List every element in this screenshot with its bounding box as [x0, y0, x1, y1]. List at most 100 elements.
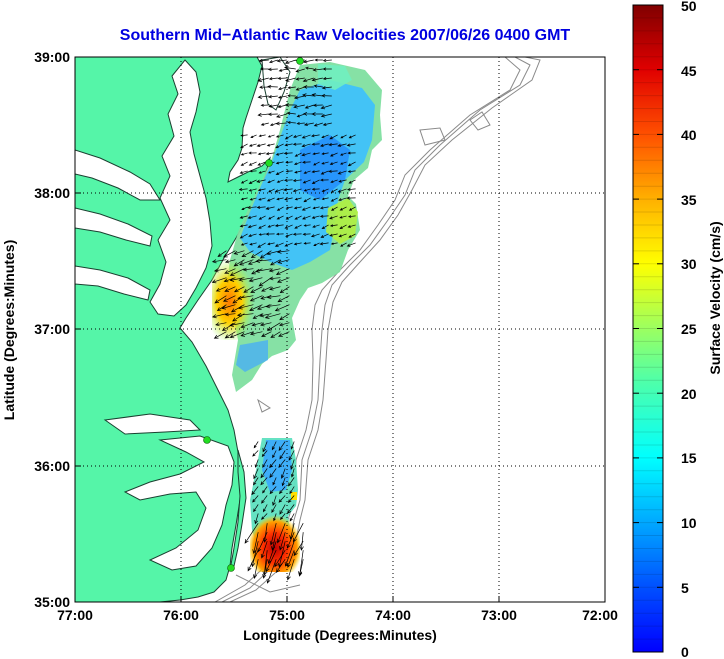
x-tick-label: 73:00 [481, 607, 517, 623]
current-vector [217, 250, 227, 257]
current-vector [275, 559, 286, 573]
current-vector [240, 143, 248, 149]
current-vector [260, 122, 269, 126]
current-vector [339, 224, 347, 230]
current-vector [263, 504, 268, 513]
current-vector [348, 179, 356, 184]
colorbar-tick-label: 20 [681, 386, 697, 402]
current-vector [340, 152, 347, 156]
map-grid [75, 57, 605, 602]
current-vector [253, 468, 259, 480]
current-vector [298, 559, 304, 577]
current-vector [295, 77, 305, 81]
current-vector [257, 532, 268, 553]
current-vector [268, 188, 275, 193]
colorbar-label: Surface Velocity (cm/s) [707, 221, 723, 374]
current-vector [302, 232, 311, 236]
current-vector [302, 215, 311, 220]
current-vector [265, 550, 277, 573]
current-vector [294, 224, 302, 229]
current-vector [322, 122, 332, 126]
colorbar-tick-label: 0 [681, 644, 689, 659]
current-vector [337, 188, 347, 193]
current-vector [253, 477, 259, 486]
current-vector [258, 197, 266, 201]
current-vector [238, 187, 248, 192]
current-vector [257, 112, 269, 117]
current-vector [266, 143, 275, 147]
current-vector [313, 242, 320, 246]
current-vector [275, 152, 284, 156]
current-vector [331, 206, 338, 211]
current-vector [311, 179, 320, 184]
current-vector [328, 143, 338, 147]
current-vector [252, 559, 259, 579]
current-vector [347, 170, 356, 173]
current-vector [250, 134, 257, 138]
current-vector [314, 58, 323, 62]
current-vector [248, 188, 257, 192]
current-vector [275, 143, 284, 149]
x-tick-label: 77:00 [57, 607, 93, 623]
current-vector [276, 215, 284, 220]
current-vector [239, 259, 254, 266]
current-vector [303, 224, 311, 227]
current-vector [257, 188, 266, 192]
current-vector [311, 187, 320, 191]
x-axis-label: Longitude (Degrees:Minutes) [243, 627, 437, 643]
current-vector [312, 206, 320, 210]
current-vector [264, 313, 281, 319]
current-vector [290, 459, 295, 470]
current-vector [265, 152, 275, 156]
current-vector [311, 77, 323, 82]
current-vector [260, 468, 268, 479]
current-vector [278, 68, 287, 72]
current-vector [240, 179, 248, 184]
current-vector [294, 170, 302, 174]
colorbar-tick-label: 50 [681, 0, 697, 14]
current-vector [301, 134, 311, 139]
current-vector [313, 84, 323, 88]
current-vector [283, 188, 293, 192]
map-plot-area [75, 57, 605, 602]
current-vector [262, 441, 268, 453]
current-vector [251, 322, 263, 327]
current-vector [312, 103, 323, 107]
current-vector [321, 161, 329, 165]
current-vector [295, 86, 305, 91]
current-vector [347, 161, 356, 167]
current-vector [284, 242, 293, 247]
current-vector [275, 121, 287, 126]
current-vector [267, 84, 278, 89]
current-vector [260, 322, 272, 327]
current-vector [229, 322, 245, 327]
current-vector [292, 142, 302, 146]
current-vector [252, 313, 263, 319]
current-vector [288, 477, 295, 487]
current-vector [293, 523, 304, 543]
current-vector [287, 550, 295, 568]
current-vector [283, 65, 296, 70]
current-vector [329, 161, 338, 165]
current-vector [258, 134, 266, 138]
current-vector [313, 122, 323, 127]
colorbar: 0 5 10 15 20 25 30 35 40 45 50 Surface V… [632, 0, 723, 659]
current-vector [211, 259, 227, 264]
current-vector [240, 134, 248, 137]
current-vector [267, 322, 281, 331]
current-vector [254, 513, 259, 525]
current-vector [346, 242, 356, 247]
current-vector [233, 259, 245, 267]
current-vector [267, 541, 277, 565]
current-vector [257, 95, 269, 99]
current-vector [292, 232, 302, 236]
y-tick-label: 36:00 [34, 458, 70, 474]
x-tick-label: 75:00 [269, 607, 305, 623]
current-vector [265, 206, 275, 210]
current-vector [320, 113, 332, 118]
current-vector [224, 331, 236, 339]
current-vector [253, 504, 259, 513]
current-vector [290, 468, 295, 478]
current-vector [320, 104, 332, 110]
current-vector [256, 304, 272, 311]
